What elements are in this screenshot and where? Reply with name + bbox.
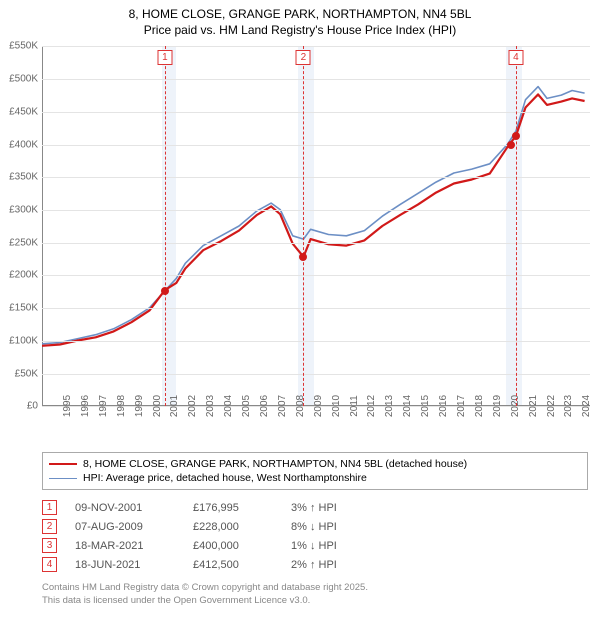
flag-number: 4 xyxy=(508,50,523,65)
sale-marker xyxy=(299,253,307,261)
legend: 8, HOME CLOSE, GRANGE PARK, NORTHAMPTON,… xyxy=(42,452,588,490)
legend-label: HPI: Average price, detached house, West… xyxy=(83,472,367,484)
y-tick-label: £450K xyxy=(9,106,42,117)
gridline-h xyxy=(42,79,590,80)
footer: Contains HM Land Registry data © Crown c… xyxy=(42,582,588,607)
y-tick-label: £100K xyxy=(9,335,42,346)
y-tick-label: £200K xyxy=(9,270,42,281)
line-layer xyxy=(42,46,590,406)
sales-row: 2 07-AUG-2009 £228,000 8% ↓ HPI xyxy=(42,517,588,536)
x-tick-label: 2025 xyxy=(579,395,600,417)
sales-flag-number: 1 xyxy=(42,500,57,515)
gridline-h xyxy=(42,112,590,113)
sales-date: 07-AUG-2009 xyxy=(75,521,175,533)
sale-marker xyxy=(507,141,515,149)
sales-delta: 1% ↓ HPI xyxy=(291,540,381,552)
title-line-1: 8, HOME CLOSE, GRANGE PARK, NORTHAMPTON,… xyxy=(0,6,600,22)
sales-delta: 2% ↑ HPI xyxy=(291,559,381,571)
flag-line xyxy=(165,46,166,406)
gridline-h xyxy=(42,275,590,276)
title-line-2: Price paid vs. HM Land Registry's House … xyxy=(0,22,600,38)
y-tick-label: £550K xyxy=(9,41,42,52)
plot-area: £0£50K£100K£150K£200K£250K£300K£350K£400… xyxy=(42,46,590,406)
sales-flag-number: 2 xyxy=(42,519,57,534)
gridline-h xyxy=(42,341,590,342)
y-tick-label: £0 xyxy=(27,401,42,412)
sales-delta: 8% ↓ HPI xyxy=(291,521,381,533)
title-block: 8, HOME CLOSE, GRANGE PARK, NORTHAMPTON,… xyxy=(0,0,600,38)
y-tick-label: £350K xyxy=(9,172,42,183)
footer-line-1: Contains HM Land Registry data © Crown c… xyxy=(42,582,588,594)
sales-row: 3 18-MAR-2021 £400,000 1% ↓ HPI xyxy=(42,536,588,555)
footer-line-2: This data is licensed under the Open Gov… xyxy=(42,595,588,607)
sales-price: £400,000 xyxy=(193,540,273,552)
sale-marker xyxy=(161,287,169,295)
legend-label: 8, HOME CLOSE, GRANGE PARK, NORTHAMPTON,… xyxy=(83,458,467,470)
flag-number: 2 xyxy=(296,50,311,65)
sales-table: 1 09-NOV-2001 £176,995 3% ↑ HPI 2 07-AUG-2009… xyxy=(42,498,588,574)
sales-delta: 3% ↑ HPI xyxy=(291,502,381,514)
sales-price: £176,995 xyxy=(193,502,273,514)
sales-flag-number: 3 xyxy=(42,538,57,553)
sales-date: 18-MAR-2021 xyxy=(75,540,175,552)
flag-line xyxy=(303,46,304,406)
legend-swatch xyxy=(49,478,77,479)
legend-row: 8, HOME CLOSE, GRANGE PARK, NORTHAMPTON,… xyxy=(49,457,581,471)
sales-flag-number: 4 xyxy=(42,557,57,572)
gridline-h xyxy=(42,374,590,375)
legend-row: HPI: Average price, detached house, West… xyxy=(49,471,581,485)
sales-row: 1 09-NOV-2001 £176,995 3% ↑ HPI xyxy=(42,498,588,517)
y-tick-label: £250K xyxy=(9,237,42,248)
flag-number: 1 xyxy=(157,50,172,65)
series-hpi xyxy=(42,87,585,344)
gridline-h xyxy=(42,46,590,47)
sales-price: £412,500 xyxy=(193,559,273,571)
sales-price: £228,000 xyxy=(193,521,273,533)
chart-container: 8, HOME CLOSE, GRANGE PARK, NORTHAMPTON,… xyxy=(0,0,600,607)
gridline-h xyxy=(42,210,590,211)
gridline-h xyxy=(42,308,590,309)
gridline-h xyxy=(42,243,590,244)
y-tick-label: £150K xyxy=(9,303,42,314)
flag-line xyxy=(516,46,517,406)
gridline-h xyxy=(42,177,590,178)
y-tick-label: £500K xyxy=(9,74,42,85)
y-tick-label: £50K xyxy=(15,368,42,379)
sale-marker xyxy=(512,132,520,140)
y-tick-label: £300K xyxy=(9,205,42,216)
sales-date: 18-JUN-2021 xyxy=(75,559,175,571)
sales-date: 09-NOV-2001 xyxy=(75,502,175,514)
y-tick-label: £400K xyxy=(9,139,42,150)
sales-row: 4 18-JUN-2021 £412,500 2% ↑ HPI xyxy=(42,555,588,574)
legend-swatch xyxy=(49,463,77,465)
